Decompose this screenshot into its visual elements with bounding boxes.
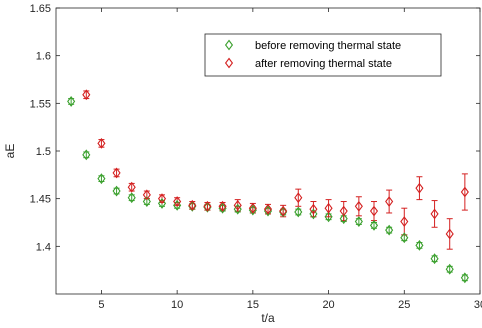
y-tick-label: 1.4 (36, 241, 51, 253)
data-point (188, 200, 197, 212)
data-point (445, 228, 454, 240)
data-point (112, 167, 121, 179)
data-point (142, 196, 151, 207)
data-point (279, 205, 288, 217)
y-tick-label: 1.55 (30, 98, 51, 110)
data-point (369, 219, 379, 231)
y-tick-label: 1.65 (30, 3, 51, 15)
data-point (157, 198, 167, 209)
x-tick-label: 10 (171, 299, 183, 311)
data-point (385, 224, 394, 236)
data-point (127, 192, 136, 204)
data-point (188, 199, 197, 211)
x-axis-ticks: 5 10 15 20 25 30 (98, 8, 482, 311)
data-point (218, 200, 227, 212)
x-tick-label: 25 (398, 299, 410, 311)
data-point (324, 202, 333, 214)
legend-box (204, 33, 442, 77)
legend-marker (224, 57, 234, 69)
data-point (309, 208, 318, 220)
data-point (127, 181, 136, 193)
data-point (248, 202, 257, 214)
data-point (203, 201, 212, 213)
legend-marker (224, 39, 234, 51)
x-axis-label: t/a (261, 311, 275, 325)
data-point (203, 200, 212, 212)
y-axis-ticks: 1.4 1.45 1.5 1.55 1.6 1.65 (30, 3, 480, 253)
data-point (294, 206, 303, 218)
data-point (309, 203, 318, 215)
legend-label-after: after removing thermal state (255, 58, 392, 70)
data-point (324, 211, 333, 223)
data-point (369, 205, 379, 217)
data-point (294, 192, 303, 204)
data-point (97, 137, 106, 149)
data-point (173, 196, 182, 207)
data-point (82, 89, 91, 101)
data-point (445, 263, 454, 275)
data-point (430, 208, 439, 220)
data-point (157, 193, 167, 205)
x-tick-label: 5 (98, 299, 104, 311)
y-axis-label: aE (3, 144, 17, 159)
data-point (82, 149, 91, 161)
data-point (460, 272, 469, 284)
data-point (67, 96, 76, 107)
x-tick-label: 15 (247, 299, 259, 311)
data-point (415, 182, 424, 194)
data-point (248, 204, 257, 216)
data-markers (67, 89, 469, 284)
data-point (279, 206, 288, 218)
y-tick-label: 1.6 (36, 51, 51, 63)
y-tick-label: 1.5 (36, 146, 51, 158)
x-tick-label: 30 (474, 299, 482, 311)
data-point (218, 202, 227, 214)
data-point (430, 253, 439, 265)
x-tick-label: 20 (322, 299, 334, 311)
data-point (354, 200, 363, 212)
y-tick-label: 1.45 (30, 194, 51, 206)
data-point (97, 173, 106, 185)
legend-markers (224, 39, 234, 69)
data-point (233, 199, 242, 211)
data-point (415, 239, 424, 251)
data-point (354, 216, 363, 227)
data-point (142, 189, 151, 201)
data-point (460, 186, 469, 198)
legend: before removing thermal state after remo… (204, 33, 442, 77)
data-point (400, 232, 409, 244)
data-point (112, 185, 121, 197)
data-point (339, 213, 348, 225)
data-point (400, 216, 409, 227)
data-point (263, 205, 273, 217)
data-point (339, 205, 348, 217)
data-point (263, 203, 273, 215)
legend-label-before: before removing thermal state (255, 40, 401, 52)
data-point (385, 196, 394, 207)
